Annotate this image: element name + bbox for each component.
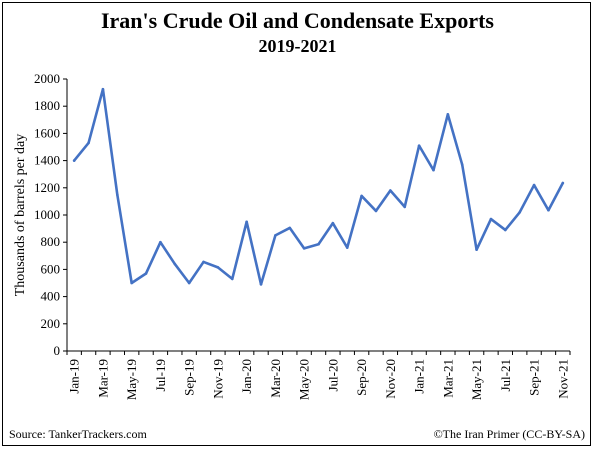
x-tick-label: Mar-21 (440, 359, 455, 398)
data-point (460, 163, 464, 166)
x-tick-label: Jul-19 (153, 359, 168, 392)
data-point (187, 281, 191, 285)
y-tick-label: 1400 (34, 153, 60, 168)
y-tick-label: 2000 (34, 71, 60, 86)
series-line (72, 87, 565, 286)
y-tick-label: 200 (41, 316, 61, 331)
data-point (417, 144, 421, 147)
x-tick-label: Mar-19 (95, 359, 110, 398)
x-tick-label: Sep-20 (354, 359, 369, 396)
data-point (202, 260, 205, 264)
chart-frame (2, 2, 591, 446)
data-point (130, 281, 133, 285)
data-point (504, 228, 507, 232)
y-tick-label: 400 (41, 289, 61, 304)
chart-title: Iran's Crude Oil and Condensate Exports (100, 8, 494, 33)
data-point (489, 217, 493, 221)
x-tick-label: Nov-19 (210, 359, 225, 399)
data-point (432, 168, 435, 172)
chart-subtitle: 2019-2021 (258, 36, 337, 56)
data-point (159, 240, 162, 244)
data-point (345, 246, 349, 249)
y-tick-label: 1800 (34, 98, 60, 113)
data-point (259, 283, 263, 286)
y-tick-label: 800 (41, 234, 61, 249)
data-point (144, 272, 148, 275)
x-tick-label: Jul-21 (498, 359, 513, 392)
y-tick-label: 1000 (34, 207, 60, 222)
data-point (245, 220, 248, 224)
data-point (116, 193, 119, 196)
data-point (87, 141, 90, 145)
data-point (302, 247, 306, 250)
data-point (216, 266, 220, 269)
y-tick-label: 600 (41, 261, 61, 276)
x-tick-label: Jul-20 (325, 359, 340, 392)
x-tick-label: Jan-21 (412, 359, 427, 394)
y-tick-label: 1600 (34, 125, 60, 140)
data-point (475, 248, 478, 251)
data-point (173, 262, 177, 266)
data-point (101, 87, 105, 91)
x-tick-label: Nov-20 (383, 359, 398, 399)
x-tick-label: May-21 (469, 359, 484, 400)
x-tick-label: May-20 (297, 359, 312, 400)
data-point (561, 181, 565, 185)
data-point (288, 226, 292, 230)
data-point (230, 277, 234, 281)
x-tick-label: Jan-19 (67, 359, 82, 394)
x-tick-label: May-19 (124, 359, 139, 400)
x-tick-label: Sep-19 (182, 359, 197, 396)
data-point (374, 209, 378, 213)
data-point (518, 210, 521, 214)
data-point (360, 194, 363, 198)
data-point (532, 183, 536, 187)
x-tick-label: Sep-21 (527, 359, 542, 396)
y-axis-title: Thousands of barrels per day (13, 134, 28, 297)
data-point (274, 234, 277, 237)
source-note: Source: TankerTrackers.com (9, 427, 147, 441)
data-point (446, 113, 450, 116)
y-tick-label: 0 (54, 343, 61, 358)
data-point (547, 208, 550, 212)
x-tick-label: Jan-20 (239, 359, 254, 394)
data-point (317, 242, 320, 246)
y-tick-label: 1200 (34, 180, 60, 195)
x-tick-label: Nov-21 (555, 359, 570, 399)
data-point (403, 205, 407, 209)
x-tick-label: Mar-20 (268, 359, 283, 398)
data-point (331, 221, 335, 225)
data-point (72, 159, 76, 162)
data-point (389, 189, 392, 192)
credit-note: ©The Iran Primer (CC-BY-SA) (433, 427, 585, 441)
